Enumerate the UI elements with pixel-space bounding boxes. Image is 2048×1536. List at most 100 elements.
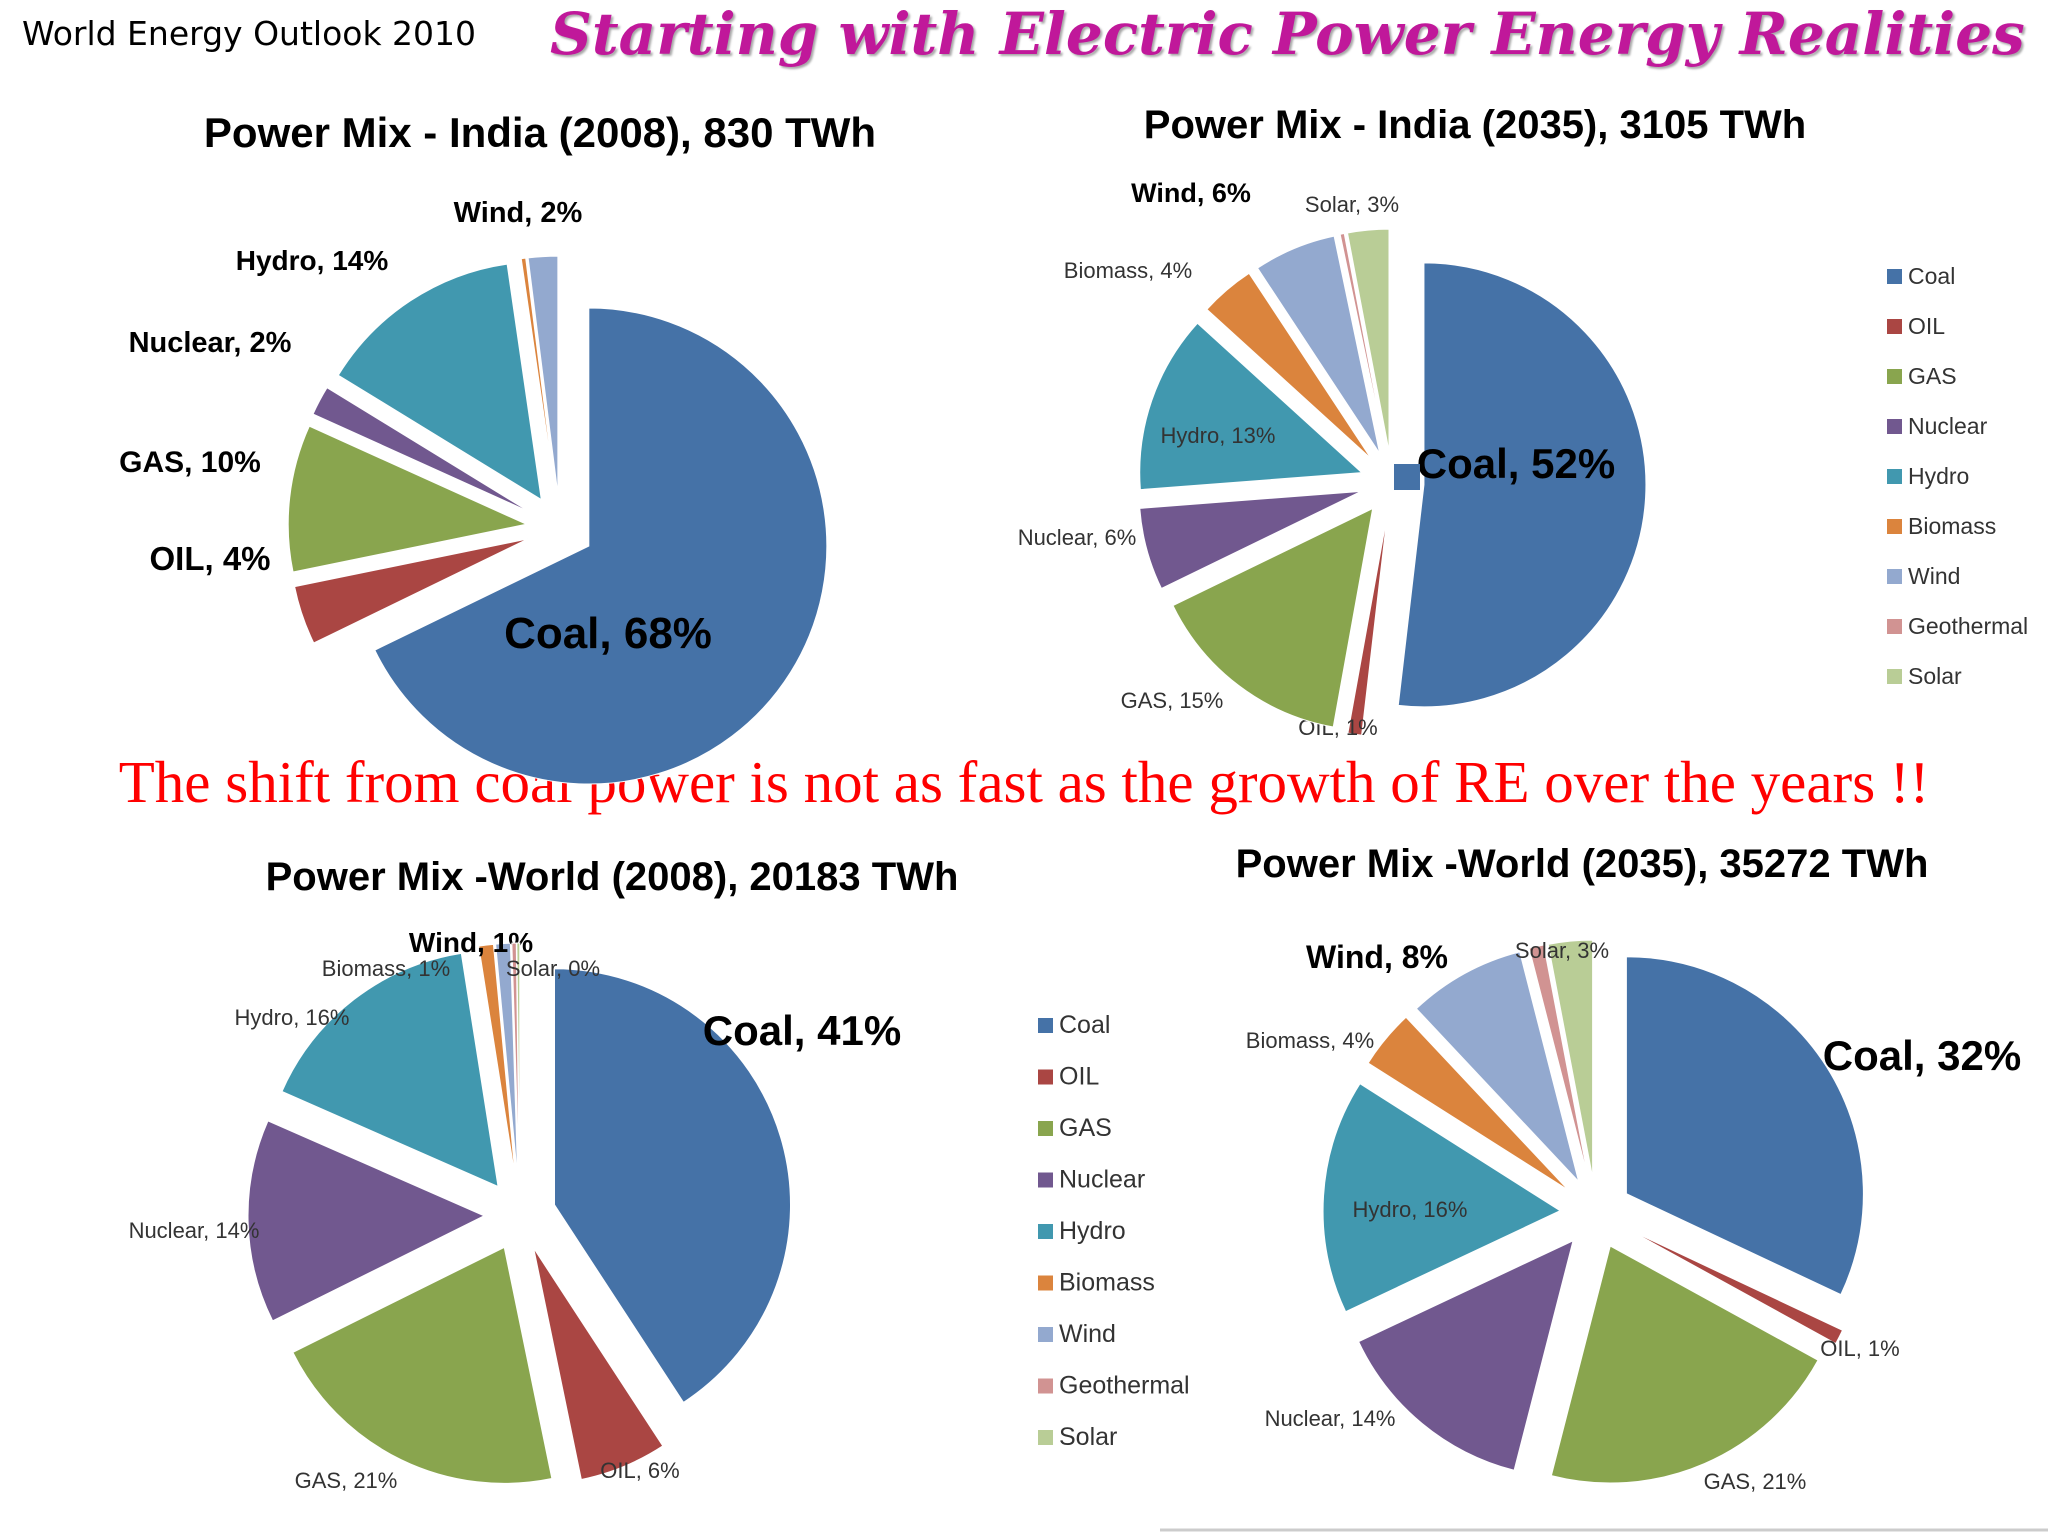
legend-swatch-biomass xyxy=(1887,519,1902,534)
legend-label-wind: Wind xyxy=(1059,1320,1116,1348)
slice-label-hydro: Hydro, 13% xyxy=(1161,423,1276,448)
slice-label-coal: Coal, 68% xyxy=(504,609,712,658)
pie-slice-biomass xyxy=(520,257,556,495)
slice-label-gas: GAS, 15% xyxy=(1121,688,1224,713)
pie-slice-geothermal xyxy=(1528,944,1589,1178)
slice-label-solar: Solar, 0% xyxy=(506,956,600,981)
pie-slice-solar xyxy=(1547,939,1594,1178)
pie-slice-coal xyxy=(554,968,791,1404)
slice-label-gas: GAS, 21% xyxy=(295,1468,398,1493)
legend-swatch-solar xyxy=(1887,669,1902,684)
slice-label-wind: Wind, 6% xyxy=(1131,178,1251,208)
coal-label-marker xyxy=(662,1038,688,1064)
chart-title: Power Mix -World (2035), 35272 TWh xyxy=(1236,842,1929,886)
legend-swatch-geothermal xyxy=(1887,619,1902,634)
slice-label-nuclear: Nuclear, 14% xyxy=(129,1218,260,1243)
legend-label-geothermal: Geothermal xyxy=(1908,613,2028,639)
pie-slice-oil xyxy=(1347,514,1388,736)
legend-label-solar: Solar xyxy=(1059,1423,1117,1451)
pie-slice-biomass xyxy=(478,943,517,1180)
slice-label-oil: OIL, 6% xyxy=(600,1458,679,1483)
pie-slice-hydro xyxy=(1322,1083,1562,1313)
chart-title: Power Mix - India (2035), 3105 TWh xyxy=(1144,103,1806,147)
legend-label-gas: GAS xyxy=(1908,363,1957,389)
coal-label-marker xyxy=(1394,464,1420,490)
slice-label-hydro: Hydro, 16% xyxy=(235,1005,350,1030)
slice-label-oil: OIL, 4% xyxy=(149,540,270,577)
legend-swatch-gas xyxy=(1038,1121,1053,1136)
slice-label-wind: Wind, 2% xyxy=(454,197,583,229)
headline: The shift from coal power is not as fast… xyxy=(118,749,1930,815)
slice-label-biomass: Biomass, 4% xyxy=(1064,258,1192,283)
legend-swatch-oil xyxy=(1038,1069,1053,1085)
slice-label-solar: Solar, 3% xyxy=(1515,938,1609,963)
slice-label-biomass: Biomass, 4% xyxy=(1246,1028,1374,1053)
legend-label-nuclear: Nuclear xyxy=(1059,1166,1145,1194)
legend-swatch-hydro xyxy=(1038,1224,1053,1239)
legend-swatch-solar xyxy=(1038,1430,1053,1445)
pie-slice-gas xyxy=(1550,1245,1819,1484)
legend-label-nuclear: Nuclear xyxy=(1908,413,1988,439)
pie-slice-coal xyxy=(1625,956,1864,1296)
slice-label-hydro: Hydro, 16% xyxy=(1353,1197,1468,1222)
slice-label-nuclear: Nuclear, 14% xyxy=(1265,1406,1396,1431)
legend-label-coal: Coal xyxy=(1059,1011,1110,1039)
legend-label-biomass: Biomass xyxy=(1908,513,1996,539)
legend-label-coal: Coal xyxy=(1908,263,1955,289)
legend-label-oil: OIL xyxy=(1908,313,1945,339)
pie-slice-coal xyxy=(1397,262,1647,708)
pie-slice-wind xyxy=(1256,235,1381,454)
legend-label-gas: GAS xyxy=(1059,1114,1112,1142)
chart-title: Power Mix - India (2008), 830 TWh xyxy=(204,109,876,156)
slice-label-gas: GAS, 10% xyxy=(119,446,261,479)
pie-slice-gas xyxy=(287,425,528,573)
legend-swatch-gas xyxy=(1887,369,1902,384)
slice-label-coal: Coal, 32% xyxy=(1823,1032,2021,1079)
slide-title: Starting with Electric Power Energy Real… xyxy=(550,0,2025,68)
pie-slice-hydro xyxy=(1139,322,1363,491)
source-label: World Energy Outlook 2010 xyxy=(22,14,477,53)
pie-slice-hydro xyxy=(281,952,499,1188)
legend-label-hydro: Hydro xyxy=(1908,463,1969,489)
pie-slice-solar xyxy=(516,942,521,1180)
legend-swatch-wind xyxy=(1038,1327,1053,1342)
coal-label-marker xyxy=(1778,1064,1804,1090)
legend-swatch-hydro xyxy=(1887,469,1902,484)
slice-label-nuclear: Nuclear, 6% xyxy=(1018,525,1137,550)
pie-slice-biomass xyxy=(1206,272,1372,460)
pie-slice-gas xyxy=(292,1246,553,1484)
slice-label-solar: Solar, 3% xyxy=(1305,192,1399,217)
pie-slice-oil xyxy=(533,1248,664,1481)
pie-slice-wind xyxy=(1415,951,1580,1182)
pie-slice-coal xyxy=(374,307,828,785)
pie-slice-nuclear xyxy=(312,387,531,513)
legend-swatch-oil xyxy=(1887,319,1902,334)
slice-label-coal: Coal, 52% xyxy=(1417,440,1615,487)
legend-swatch-geothermal xyxy=(1038,1378,1053,1394)
slice-label-oil: OIL, 1% xyxy=(1820,1336,1899,1361)
legend-swatch-biomass xyxy=(1038,1275,1053,1291)
legend-label-solar: Solar xyxy=(1908,663,1962,689)
legend-label-hydro: Hydro xyxy=(1059,1217,1126,1245)
pie-slice-gas xyxy=(1172,507,1374,728)
legend-swatch-wind xyxy=(1887,569,1902,584)
slice-label-nuclear: Nuclear, 2% xyxy=(129,327,292,359)
pie-slice-wind xyxy=(527,255,559,495)
slice-label-wind: Wind, 8% xyxy=(1306,939,1448,975)
legend-label-oil: OIL xyxy=(1059,1063,1099,1091)
pie-slice-biomass xyxy=(1367,1016,1569,1191)
pie-slice-geothermal xyxy=(1339,232,1387,452)
pie-slice-nuclear xyxy=(1139,490,1362,590)
legend-label-geothermal: Geothermal xyxy=(1059,1372,1190,1400)
pie-slice-hydro xyxy=(337,263,542,501)
pie-slice-solar xyxy=(1346,228,1390,452)
slice-label-gas: GAS, 21% xyxy=(1704,1469,1807,1494)
pie-slice-oil xyxy=(294,538,529,644)
pie-slice-nuclear xyxy=(247,1120,486,1322)
slice-label-hydro: Hydro, 14% xyxy=(236,245,389,276)
chart-title: Power Mix -World (2008), 20183 TWh xyxy=(266,855,959,899)
legend-label-biomass: Biomass xyxy=(1059,1269,1155,1297)
pie-slice-geothermal xyxy=(511,942,520,1180)
slice-label-coal: Coal, 41% xyxy=(703,1007,901,1054)
